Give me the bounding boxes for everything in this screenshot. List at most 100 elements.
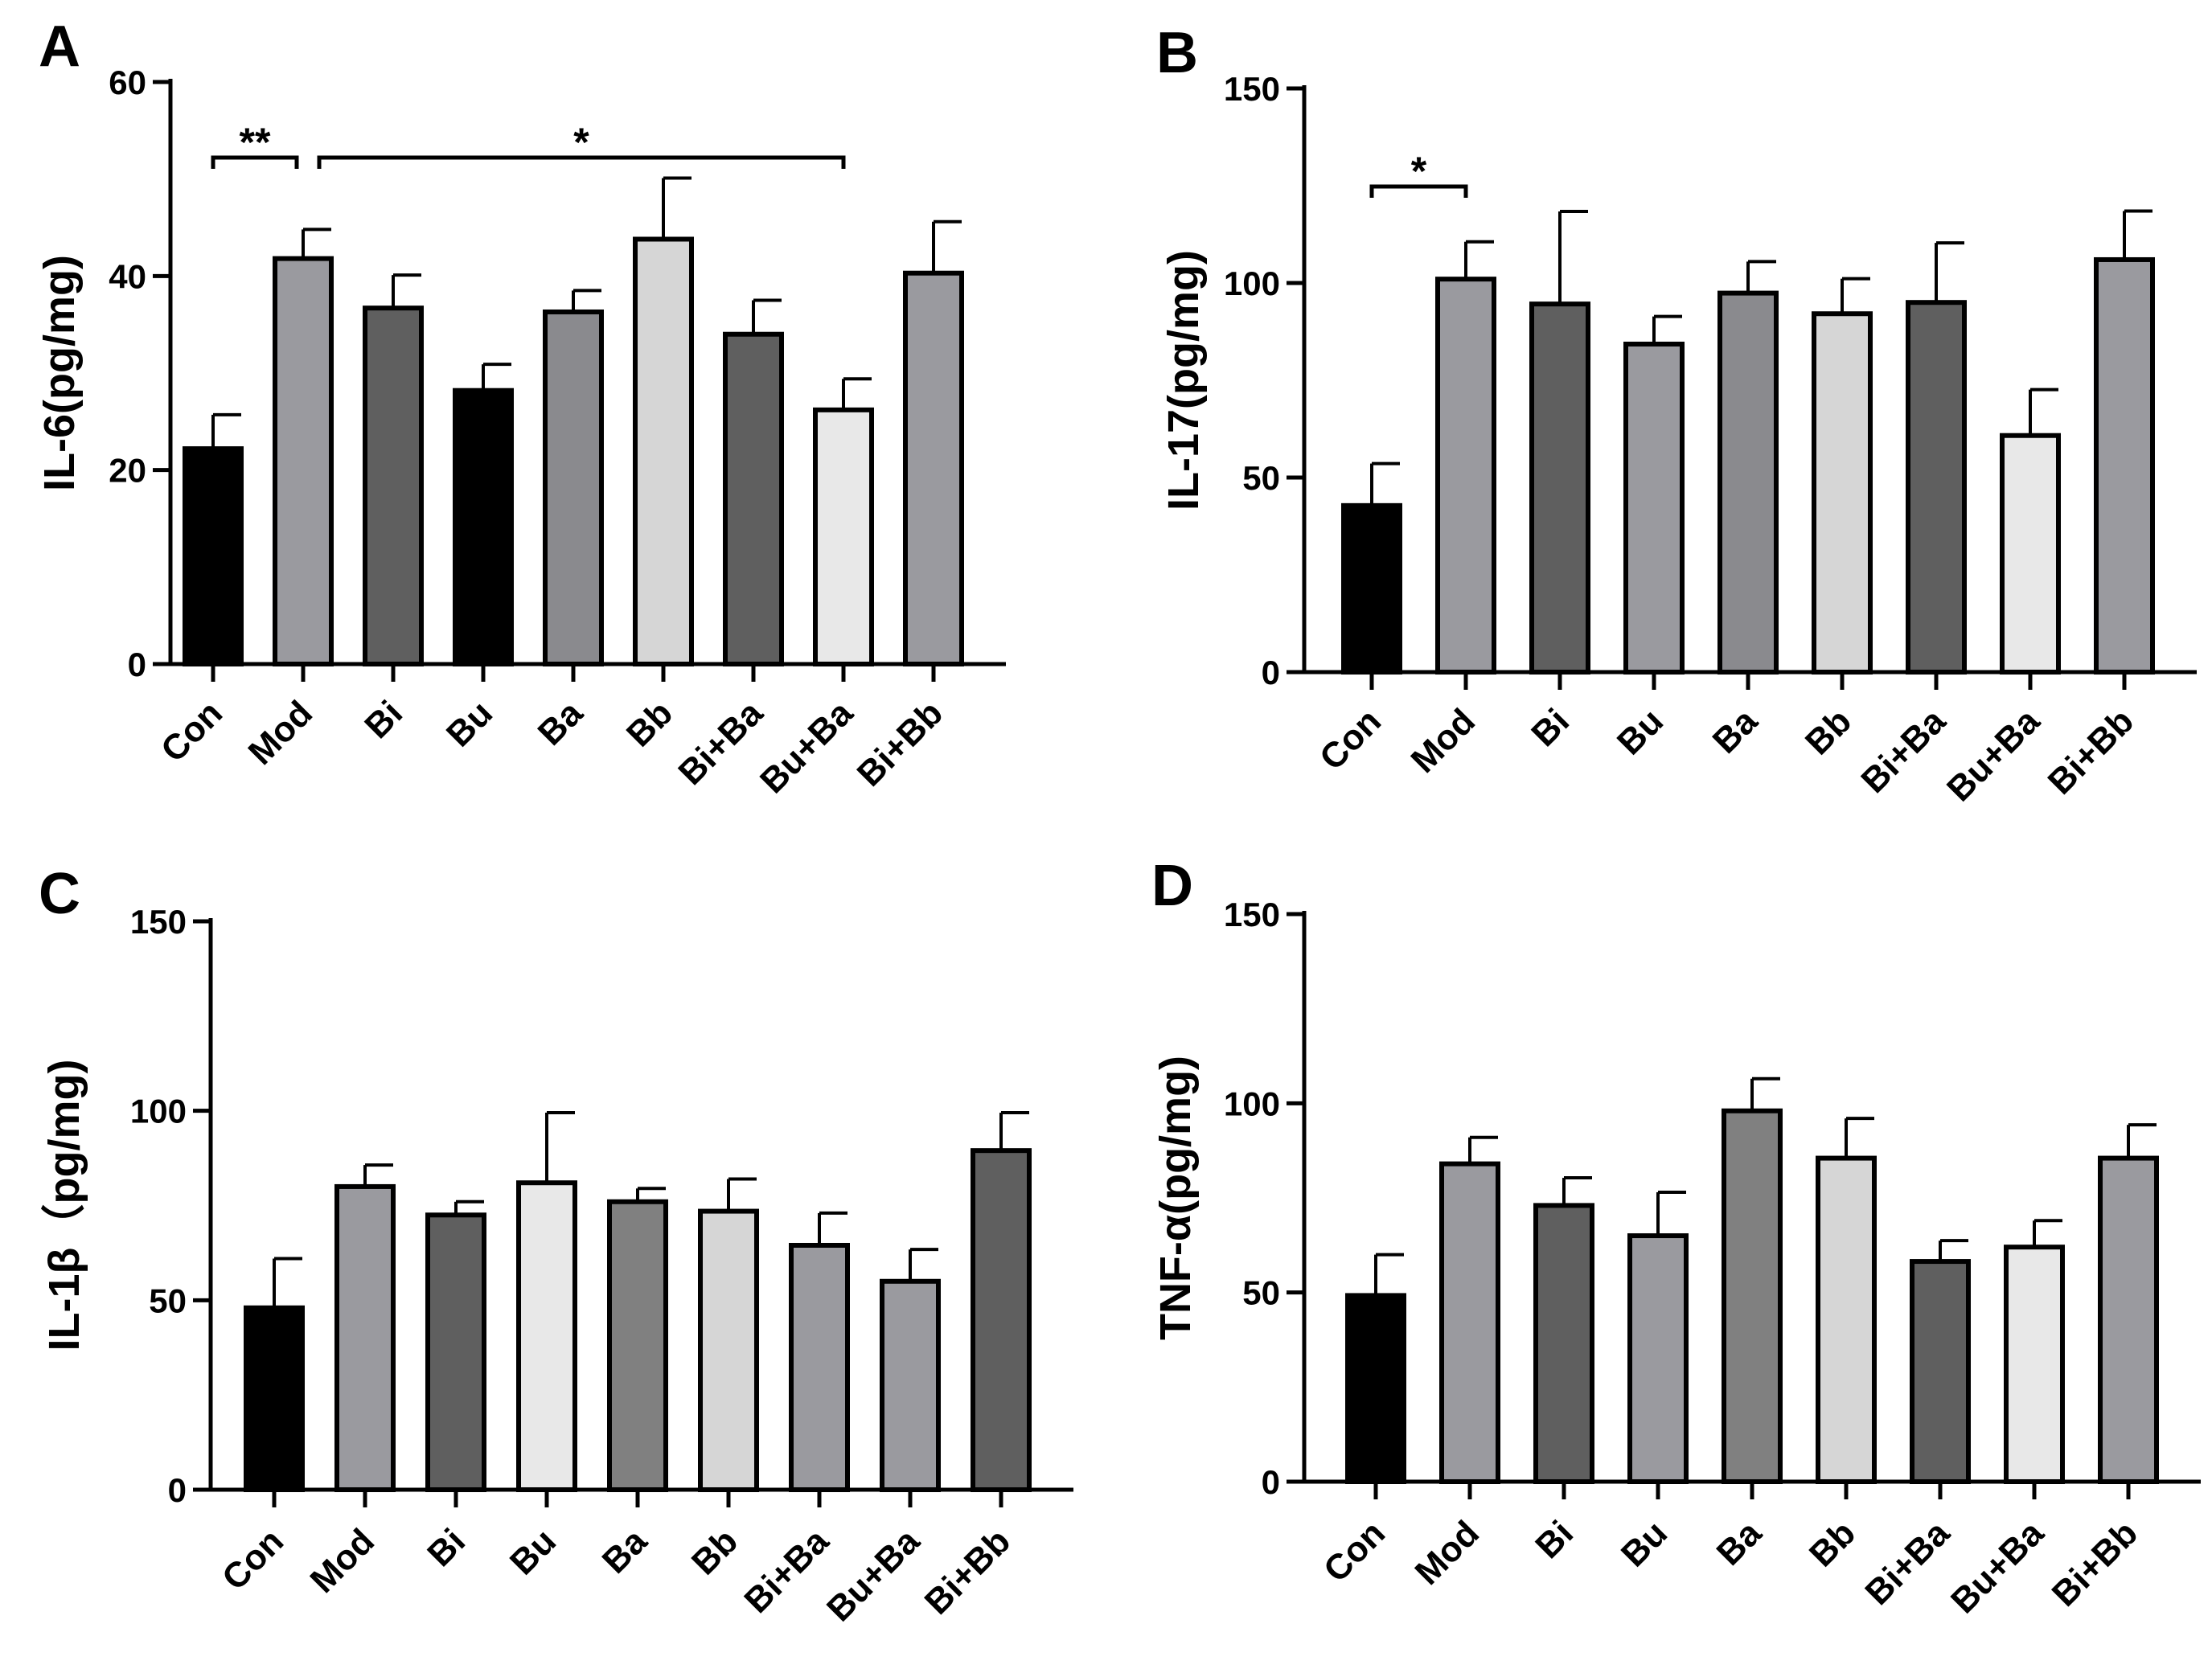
x-tick-label: Con xyxy=(154,693,230,769)
y-tick-label: 50 xyxy=(1242,459,1280,497)
y-tick-label: 0 xyxy=(128,646,146,683)
bar-bu-ba xyxy=(880,1278,941,1493)
y-tick-label: 0 xyxy=(1262,654,1280,691)
bar-bb xyxy=(1812,311,1873,675)
significance-label: * xyxy=(1411,149,1427,194)
x-tick-label: Bi xyxy=(357,693,410,746)
x-tick-label: Con xyxy=(215,1521,291,1597)
bar-bi-bb xyxy=(971,1148,1032,1492)
y-tick-label: 20 xyxy=(109,452,146,490)
bar-bb xyxy=(698,1208,759,1492)
x-tick-label: Bi xyxy=(1528,1513,1581,1566)
bar-bb xyxy=(633,236,694,667)
bar-bu xyxy=(1627,1233,1689,1484)
x-tick-label: Mod xyxy=(1403,701,1483,781)
x-tick-label: Ba xyxy=(1709,1513,1770,1573)
x-tick-label: Bi+Bb xyxy=(2041,701,2141,802)
panel-label: D xyxy=(1151,854,1193,918)
x-tick-label: Bu+Ba xyxy=(1943,1513,2051,1621)
panel-label: A xyxy=(39,14,80,79)
bar-ba xyxy=(1722,1108,1783,1485)
x-tick-label: Bu+Ba xyxy=(1939,701,2047,809)
bar-ba xyxy=(607,1199,668,1492)
x-tick-label: Bi xyxy=(420,1521,473,1574)
bar-bi xyxy=(425,1212,486,1492)
panel-label: C xyxy=(39,862,80,926)
y-tick-label: 0 xyxy=(168,1471,187,1509)
y-tick-label: 100 xyxy=(1224,264,1280,302)
significance-bracket xyxy=(1369,184,1468,198)
y-tick-label: 50 xyxy=(149,1281,187,1319)
bar-bu xyxy=(1623,341,1685,675)
bar-ba xyxy=(1717,290,1779,675)
x-tick-label: Bb xyxy=(684,1521,745,1582)
x-tick-label: Bb xyxy=(1798,701,1859,762)
bar-bu-ba xyxy=(2004,1245,2065,1484)
y-tick-label: 60 xyxy=(109,64,146,101)
x-tick-label: Mod xyxy=(1407,1513,1487,1593)
bar-ba xyxy=(543,309,604,666)
x-tick-label: Bi+Bb xyxy=(917,1521,1018,1622)
x-tick-label: Bi+Ba xyxy=(1857,1513,1957,1613)
bar-mod xyxy=(1439,1161,1500,1484)
chart-panel-a: A IL-6(pg/mg) 0 20 40 60 Con Mod Bi Bu Ba BbBi+BaBu… xyxy=(35,14,1006,801)
y-tick-label: 0 xyxy=(1262,1463,1280,1501)
bar-mod xyxy=(334,1183,396,1493)
x-tick-label: Con xyxy=(1316,1513,1393,1589)
bar-bi-ba xyxy=(723,331,784,666)
x-tick-label: Mod xyxy=(240,693,320,773)
x-tick-label: Bu+Ba xyxy=(753,693,860,801)
x-tick-label: Con xyxy=(1312,701,1389,777)
bar-bi xyxy=(363,306,424,666)
y-tick-label: 150 xyxy=(130,903,187,941)
y-tick-label: 50 xyxy=(1242,1274,1280,1312)
x-tick-label: Bi+Ba xyxy=(671,693,770,793)
y-axis-label: IL-6(pg/mg) xyxy=(35,255,84,491)
y-axis-label: IL-1β（pg/mg) xyxy=(40,1060,88,1351)
x-tick-label: Ba xyxy=(1705,701,1766,761)
x-tick-label: Bb xyxy=(619,693,680,754)
bar-bu-ba xyxy=(813,407,874,666)
bar-bu-ba xyxy=(2000,433,2061,675)
x-tick-label: Bi xyxy=(1524,701,1577,754)
x-tick-label: Bi+Ba xyxy=(737,1521,836,1621)
bar-bi-bb xyxy=(903,270,964,666)
bar-con xyxy=(183,446,244,666)
significance-bracket xyxy=(317,155,846,169)
bar-bi-ba xyxy=(1906,300,1967,675)
x-tick-label: Ba xyxy=(531,693,591,753)
bar-bi-bb xyxy=(2094,256,2155,675)
y-tick-label: 40 xyxy=(109,257,146,295)
bar-con xyxy=(1345,1293,1406,1484)
x-tick-label: Bi+Ba xyxy=(1853,701,1953,801)
x-tick-label: Bi+Bb xyxy=(850,693,950,793)
significance-bracket xyxy=(211,155,299,169)
x-tick-label: Ba xyxy=(595,1521,655,1581)
bar-bi xyxy=(1533,1203,1594,1484)
bar-bi-ba xyxy=(1910,1259,1971,1485)
y-tick-label: 100 xyxy=(130,1093,187,1130)
bar-bi xyxy=(1529,301,1590,675)
y-axis-label: TNF-α(pg/mg) xyxy=(1151,1056,1200,1340)
y-tick-label: 150 xyxy=(1224,70,1280,108)
bar-bu xyxy=(453,388,514,666)
y-tick-label: 150 xyxy=(1224,896,1280,933)
bar-bu xyxy=(516,1180,577,1492)
y-axis-label: IL-17(pg/mg) xyxy=(1159,250,1208,511)
x-tick-label: Bb xyxy=(1802,1513,1863,1574)
bar-mod xyxy=(273,256,334,666)
bar-mod xyxy=(1435,277,1496,675)
x-tick-label: Bu xyxy=(1614,1513,1675,1574)
bar-bb xyxy=(1816,1155,1877,1484)
x-tick-label: Bu xyxy=(503,1521,564,1582)
panel-label: B xyxy=(1156,21,1198,85)
x-tick-label: Bu+Ba xyxy=(819,1521,927,1629)
bar-con xyxy=(1341,502,1402,675)
significance-label: ** xyxy=(240,120,271,165)
x-tick-label: Bi+Bb xyxy=(2045,1513,2145,1614)
bar-bi-ba xyxy=(789,1242,850,1492)
